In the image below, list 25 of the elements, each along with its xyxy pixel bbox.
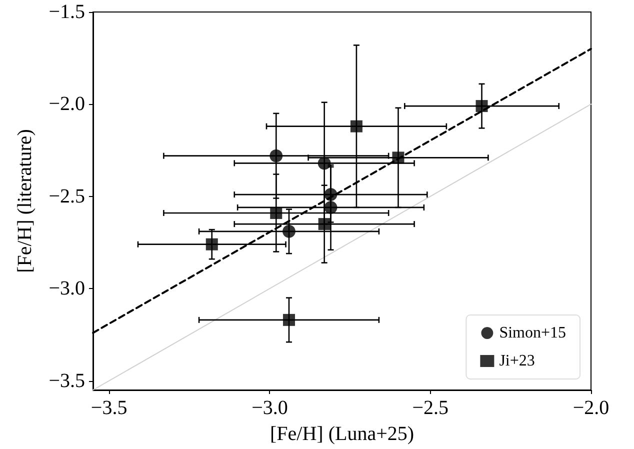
y-tick-label: −1.5	[48, 1, 85, 23]
legend-label: Simon+15	[499, 324, 566, 342]
point	[270, 149, 283, 162]
y-tick-label: −2.5	[48, 185, 85, 208]
point	[392, 152, 404, 164]
y-axis-title: [Fe/H] (literature)	[14, 129, 36, 273]
point	[282, 314, 295, 326]
x-tick-label: −2.5	[412, 397, 448, 419]
point	[206, 238, 218, 250]
point	[282, 224, 296, 238]
y-tick-label: −3.0	[48, 278, 85, 300]
point	[324, 188, 338, 202]
x-axis-title: [Fe/H] (Luna+25)	[270, 423, 414, 445]
point	[476, 100, 488, 112]
point	[318, 156, 331, 170]
x-tick-label: −2.0	[572, 397, 610, 419]
point	[270, 206, 282, 219]
y-tick-label: −2.0	[48, 93, 85, 116]
point	[318, 218, 330, 230]
x-tick-label: −3.0	[252, 397, 288, 419]
x-tick-label: −3.5	[90, 397, 128, 419]
y-tick-label: −3.5	[48, 370, 85, 392]
point	[324, 200, 338, 214]
legend-label: Ji+23	[499, 352, 535, 370]
point	[350, 120, 362, 132]
